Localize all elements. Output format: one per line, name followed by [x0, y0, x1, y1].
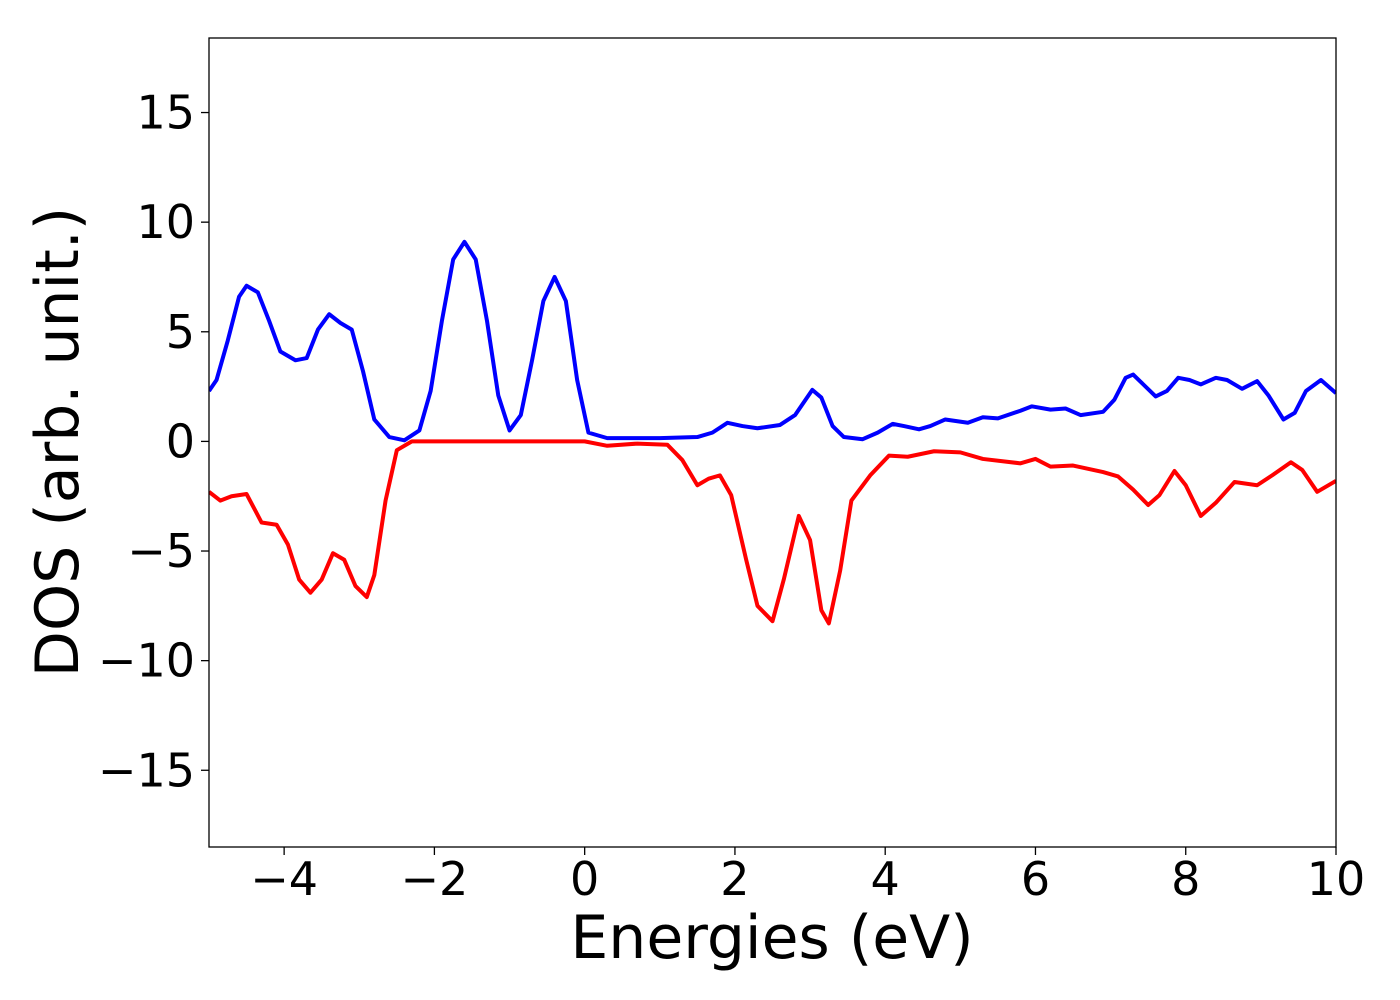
x-tick-label: 6 — [1021, 852, 1050, 906]
x-tick-label: −4 — [250, 852, 318, 906]
x-axis-label: Energies (eV) — [570, 903, 973, 973]
y-tick-label: −5 — [127, 524, 195, 578]
plot-frame — [208, 37, 1337, 848]
y-tick-label: 5 — [166, 305, 195, 359]
series-line — [209, 239, 1336, 443]
y-tick-label: 15 — [136, 86, 195, 140]
x-tick-label: 8 — [1171, 852, 1200, 906]
y-tick-label: −15 — [98, 743, 195, 797]
x-tick-label: 4 — [871, 852, 900, 906]
x-tick-label: −2 — [400, 852, 468, 906]
series-line — [209, 439, 1336, 626]
y-axis-label: DOS (arb. unit.) — [23, 207, 93, 677]
y-tick-label: 0 — [166, 414, 195, 468]
x-tick-label: 2 — [720, 852, 749, 906]
x-tick-label: 10 — [1307, 852, 1366, 906]
y-tick-label: −10 — [98, 634, 195, 688]
x-tick-label: 0 — [570, 852, 599, 906]
y-tick-label: 10 — [136, 195, 195, 249]
